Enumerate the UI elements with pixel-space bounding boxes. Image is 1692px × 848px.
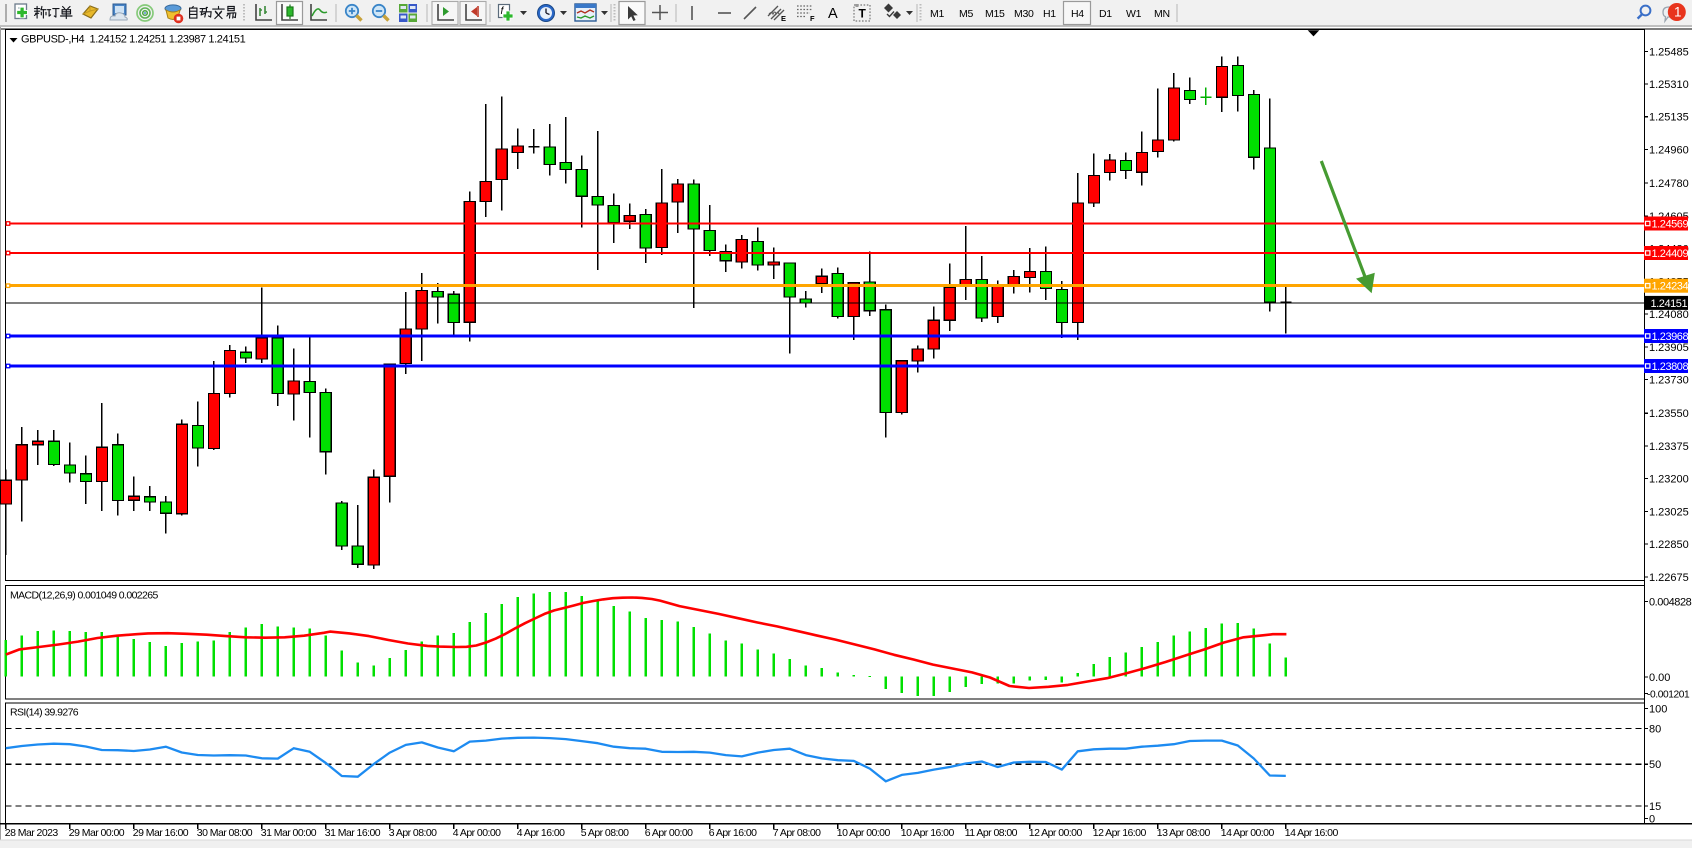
svg-text:1.24569: 1.24569 (1652, 219, 1689, 231)
svg-text:4 Apr 16:00: 4 Apr 16:00 (517, 827, 565, 839)
svg-text:1.24780: 1.24780 (1649, 178, 1689, 190)
svg-text:M30: M30 (1014, 8, 1034, 20)
svg-text:1.22850: 1.22850 (1649, 539, 1689, 551)
svg-text:13 Apr 08:00: 13 Apr 08:00 (1157, 827, 1211, 839)
svg-text:100: 100 (1649, 704, 1667, 716)
svg-text:1.25310: 1.25310 (1649, 79, 1689, 91)
svg-text:10 Apr 00:00: 10 Apr 00:00 (837, 827, 891, 839)
svg-text:A: A (828, 6, 838, 22)
svg-text:T: T (859, 7, 867, 21)
svg-text:MN: MN (1154, 8, 1170, 20)
svg-text:-0.001201: -0.001201 (1647, 690, 1690, 701)
svg-text:MACD(12,26,9) 0.001049 0.00226: MACD(12,26,9) 0.001049 0.002265 (10, 590, 159, 602)
svg-text:GBPUSD-,H4 1.24152 1.24251 1.: GBPUSD-,H4 1.24152 1.24251 1.23987 1.241… (21, 34, 246, 46)
svg-text:1.24234: 1.24234 (1652, 281, 1689, 293)
svg-text:30 Mar 08:00: 30 Mar 08:00 (197, 827, 253, 839)
svg-text:80: 80 (1649, 724, 1661, 736)
svg-text:10 Apr 16:00: 10 Apr 16:00 (901, 827, 955, 839)
svg-text:D1: D1 (1099, 8, 1112, 20)
svg-text:F: F (810, 14, 815, 23)
svg-text:W1: W1 (1126, 8, 1142, 20)
svg-text:RSI(14) 39.9276: RSI(14) 39.9276 (10, 707, 79, 719)
svg-text:1.23905: 1.23905 (1649, 342, 1689, 354)
svg-text:0.00: 0.00 (1649, 672, 1670, 684)
svg-text:1.23808: 1.23808 (1652, 361, 1689, 373)
svg-text:14 Apr 00:00: 14 Apr 00:00 (1221, 827, 1275, 839)
svg-text:H1: H1 (1043, 8, 1056, 20)
svg-text:0.004828: 0.004828 (1649, 596, 1692, 608)
svg-text:12 Apr 00:00: 12 Apr 00:00 (1029, 827, 1083, 839)
svg-text:1.25485: 1.25485 (1649, 46, 1689, 58)
svg-text:11 Apr 08:00: 11 Apr 08:00 (965, 827, 1018, 839)
svg-text:1.24960: 1.24960 (1649, 145, 1689, 157)
svg-text:1.24080: 1.24080 (1649, 309, 1689, 321)
svg-text:4 Apr 00:00: 4 Apr 00:00 (453, 827, 501, 839)
svg-text:1.23375: 1.23375 (1649, 441, 1689, 453)
svg-text:f: f (501, 6, 505, 17)
svg-text:14 Apr 16:00: 14 Apr 16:00 (1285, 827, 1339, 839)
svg-text:6 Apr 16:00: 6 Apr 16:00 (709, 827, 757, 839)
svg-text:29 Mar 16:00: 29 Mar 16:00 (133, 827, 189, 839)
svg-text:M1: M1 (930, 8, 944, 20)
svg-text:E: E (781, 14, 786, 23)
svg-text:M5: M5 (959, 8, 973, 20)
svg-text:0: 0 (1649, 813, 1655, 825)
svg-text:1.22675: 1.22675 (1649, 572, 1689, 584)
svg-text:28 Mar 2023: 28 Mar 2023 (5, 827, 59, 839)
svg-text:3 Apr 08:00: 3 Apr 08:00 (389, 827, 437, 839)
svg-text:H4: H4 (1071, 8, 1084, 20)
svg-text:1.23025: 1.23025 (1649, 506, 1689, 518)
svg-text:1.23730: 1.23730 (1649, 375, 1689, 387)
svg-text:1.24151: 1.24151 (1651, 298, 1688, 310)
svg-text:6 Apr 00:00: 6 Apr 00:00 (645, 827, 693, 839)
svg-text:12 Apr 16:00: 12 Apr 16:00 (1093, 827, 1147, 839)
svg-text:M15: M15 (985, 8, 1005, 20)
svg-text:15: 15 (1649, 801, 1661, 813)
svg-text:50: 50 (1649, 759, 1661, 771)
svg-text:1.23968: 1.23968 (1652, 331, 1689, 343)
svg-text:31 Mar 00:00: 31 Mar 00:00 (261, 827, 317, 839)
svg-text:5 Apr 08:00: 5 Apr 08:00 (581, 827, 629, 839)
svg-text:1.23200: 1.23200 (1649, 474, 1689, 486)
svg-text:31 Mar 16:00: 31 Mar 16:00 (325, 827, 381, 839)
svg-text:7 Apr 08:00: 7 Apr 08:00 (773, 827, 821, 839)
svg-text:1.24409: 1.24409 (1652, 248, 1689, 260)
svg-text:1: 1 (1674, 5, 1682, 20)
svg-text:29 Mar 00:00: 29 Mar 00:00 (69, 827, 125, 839)
svg-text:1.23550: 1.23550 (1649, 408, 1689, 420)
svg-text:1.25135: 1.25135 (1649, 112, 1689, 124)
